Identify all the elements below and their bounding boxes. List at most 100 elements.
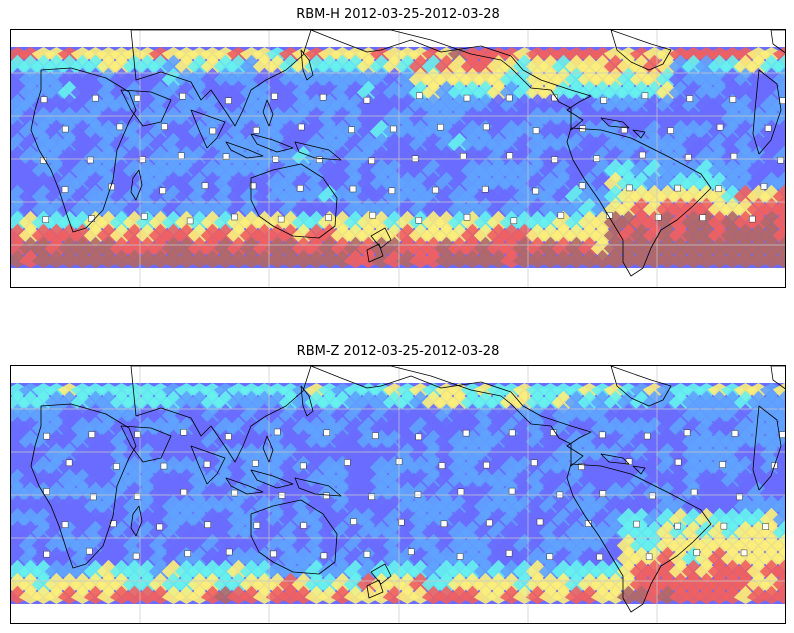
coastline-path [225,477,264,495]
data-cell [434,80,459,105]
data-cell [122,403,147,428]
data-cell [148,158,173,183]
data-cell [512,507,537,532]
data-cell [317,197,342,222]
data-cell [746,403,771,428]
data-cell [603,468,628,493]
data-cell [421,546,446,571]
data-cell [18,494,43,519]
data-cell [291,546,316,571]
data-cell [473,546,498,571]
data-cell [343,468,368,493]
data-cell [720,546,745,571]
data-cell [213,67,238,92]
data-cell [239,429,264,454]
data-cell [187,93,212,118]
data-cell [655,390,680,415]
data-cell [291,236,316,261]
data-cell [499,559,524,584]
data-cell [577,481,602,506]
data-cell [304,106,329,131]
data-cell [746,106,771,131]
coastline-path [250,133,294,153]
data-cell [187,67,212,92]
data-cell [226,119,251,144]
data-cell [369,67,394,92]
data-cell [668,54,693,79]
data-cell [720,210,745,235]
data-cell [382,93,407,118]
data-cell [291,416,316,441]
data-cell [83,520,108,545]
data-cell [226,559,251,584]
data-cell [694,442,719,467]
data-cell [174,132,199,157]
data-cell [382,442,407,467]
data-cell [343,184,368,209]
data-cell [187,390,212,415]
data-cell [447,158,472,183]
data-cell [356,442,381,467]
data-cell [174,158,199,183]
data-cell [96,494,121,519]
data-cell [382,80,407,105]
data-cell [356,106,381,131]
data-cell [57,455,82,480]
data-cell [499,442,524,467]
data-cell [668,106,693,131]
data-cell [512,572,537,597]
data-cell [96,416,121,441]
data-cell [304,520,329,545]
data-cell [668,481,693,506]
data-cell [395,572,420,597]
data-cell [317,390,342,415]
data-cell [395,236,420,261]
data-cell [681,210,706,235]
data-cell [174,67,199,92]
data-cell [213,210,238,235]
observation-marker [532,187,539,195]
data-cell [629,494,654,519]
data-cell [18,236,43,261]
coastline-path [294,141,342,161]
data-cell [200,494,225,519]
data-cell [642,80,667,105]
data-cell [278,468,303,493]
data-cell [148,119,173,144]
data-cell [161,158,186,183]
observation-marker [639,151,646,159]
data-cell [564,533,589,558]
data-cell [655,171,680,196]
data-cell [187,546,212,571]
data-cell [265,455,290,480]
data-cell [343,210,368,235]
data-cell [382,403,407,428]
data-cell [746,390,771,415]
data-cell [759,494,784,519]
data-cell [525,468,550,493]
data-cell [434,468,459,493]
data-cell [694,416,719,441]
data-cell [70,416,95,441]
data-cell [369,494,394,519]
data-cell [525,171,550,196]
observation-marker [368,493,375,500]
data-cell [499,416,524,441]
data-cell [733,416,758,441]
observation-marker [483,461,490,469]
data-cell [44,197,69,222]
data-cell [577,132,602,157]
data-cell [460,197,485,222]
data-cell [746,416,771,441]
data-cell [148,93,173,118]
observation-marker [350,518,357,525]
data-cell [590,572,615,597]
data-cell [707,93,732,118]
data-cell [135,158,160,183]
data-cell [434,197,459,222]
data-cell [603,390,628,415]
data-cell [70,403,95,428]
observation-marker [88,215,95,222]
data-cell [681,158,706,183]
data-cell [668,572,693,597]
